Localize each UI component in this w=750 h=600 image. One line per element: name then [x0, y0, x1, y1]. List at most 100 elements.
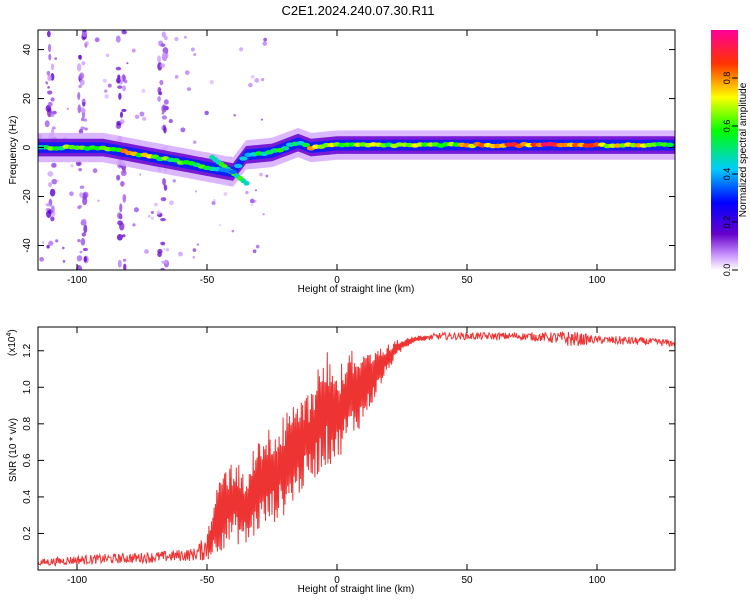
spectrogram-speckle [159, 79, 164, 86]
spectrogram-speckle [163, 248, 166, 251]
spectrogram-speckle [123, 263, 127, 270]
spectrogram-speckle [81, 61, 86, 66]
spectrogram-speckle [192, 255, 196, 259]
spectrogram-speckle [116, 174, 121, 181]
spectrogram-x-tick-label: -50 [200, 275, 215, 286]
spectrogram-speckle [122, 258, 127, 262]
spectrogram-speckle [48, 182, 52, 188]
spectrogram-speckle [46, 70, 51, 76]
colorbar-ticks: 0.0 0.2 0.4 0.6 0.8 [722, 72, 738, 276]
spectrogram-speckle [45, 80, 48, 84]
spectrogram-speckle [147, 214, 151, 218]
snr-y-tick-label: 0.2 [22, 526, 33, 540]
spectrogram-speckle [168, 119, 173, 124]
snr-y-scale-base: (x10 [7, 336, 18, 356]
spectrogram-speckle [50, 112, 55, 118]
spectrogram-x-tick-label: 0 [334, 275, 340, 286]
spectrogram-speckle [209, 79, 214, 85]
spectrogram-speckle [46, 244, 50, 249]
colorbar-gradient [711, 30, 738, 270]
spectrogram-speckle [126, 62, 129, 65]
spectrogram-speckle [245, 190, 249, 195]
spectrogram-speckle [150, 216, 154, 220]
spectrogram-speckle [164, 259, 168, 265]
spectrogram-speckle [122, 195, 127, 199]
spectrogram-speckle [81, 218, 87, 226]
spectrogram-speckle [117, 212, 122, 220]
snr-y-tick-label: 0.6 [22, 453, 33, 467]
spectrogram-plot-area [38, 30, 675, 270]
spectrogram-speckle [104, 94, 110, 99]
spectrogram-speckle [83, 118, 88, 122]
spectrogram-speckle [83, 256, 87, 263]
spectrogram-speckle [174, 36, 179, 42]
snr-y-scale-exponent: 4 [6, 333, 13, 337]
spectrogram-speckle [163, 184, 168, 191]
spectrogram-speckle [260, 78, 265, 82]
spectrogram-x-axis-label: Height of straight line (km) [298, 284, 415, 295]
spectrogram-speckle [79, 79, 85, 86]
spectrogram-speckle [47, 86, 50, 89]
spectrogram-y-axis-label: Frequency (Hz) [8, 116, 19, 185]
spectrogram-speckle [162, 124, 166, 128]
spectrogram-speckle [49, 188, 56, 197]
spectrogram-speckle [80, 238, 86, 246]
spectrogram-speckle [161, 104, 167, 113]
spectrogram-ticks: -100 -50 0 50 100 -40 -20 0 20 40 [22, 30, 675, 286]
spectrogram-speckle [104, 89, 108, 93]
spectrogram-speckle [134, 114, 140, 120]
spectrogram-speckle [163, 99, 169, 105]
spectrogram-speckle [194, 190, 198, 193]
spectrogram-speckle [66, 107, 69, 110]
spectrogram-branch-point [243, 180, 250, 186]
spectrogram-speckle [158, 91, 163, 96]
spectrogram-speckle [156, 210, 161, 215]
spectrogram-speckle [142, 116, 147, 121]
spectrogram-speckle [107, 83, 112, 88]
snr-x-axis-label: Height of straight line (km) [298, 584, 415, 595]
spectrogram-speckle [157, 96, 161, 102]
spectrogram-speckle [150, 211, 154, 215]
spectrogram-speckle [250, 203, 254, 206]
spectrogram-speckle [117, 259, 122, 268]
spectrogram-speckle [161, 52, 167, 61]
spectrogram-speckle [154, 202, 158, 207]
spectrogram-ridge-cell [301, 142, 310, 148]
spectrogram-speckle [94, 37, 100, 43]
spectrogram-speckle [69, 191, 74, 197]
spectrogram-speckle [119, 111, 124, 118]
spectrogram-speckle [184, 35, 187, 39]
spectrogram-speckle [81, 31, 88, 38]
spectrogram-speckle [119, 119, 125, 124]
spectrogram-speckle [47, 90, 53, 95]
spectrogram-speckle [122, 85, 127, 92]
spectrogram-speckle [141, 88, 146, 93]
spectrogram-speckle [85, 41, 89, 45]
spectrogram-speckle [160, 267, 165, 270]
spectrogram-speckle [44, 120, 50, 128]
spectrogram-speckle [97, 199, 100, 202]
snr-y-tick-label: 1.0 [22, 380, 33, 394]
snr-y-scale-factor: (x104) [6, 329, 18, 356]
spectrogram-ridge-cell [234, 163, 243, 169]
spectrogram-frame [37, 29, 676, 271]
spectrogram-speckle [118, 92, 122, 100]
spectrogram-speckle [132, 223, 136, 227]
spectrogram-speckle [184, 70, 190, 75]
snr-plot-area [38, 331, 675, 567]
spectrogram-speckle [160, 63, 166, 68]
spectrogram-speckle [79, 192, 84, 198]
spectrogram-speckle [79, 72, 85, 80]
snr-frame [37, 326, 676, 571]
spectrogram-speckle [115, 77, 121, 84]
spectrogram-speckle [77, 258, 81, 262]
spectrogram-speckle [160, 241, 165, 245]
spectrogram-speckle [115, 66, 122, 71]
spectrogram-speckle [204, 110, 209, 116]
spectrogram-ridge-cell [665, 142, 674, 148]
spectrogram-speckle [122, 234, 126, 238]
spectrogram-speckle [133, 207, 139, 213]
spectrogram-y-tick-label: -20 [22, 189, 33, 204]
spectrogram-speckle [116, 234, 123, 241]
snr-panel: -100 -50 0 50 100 0.2 0.4 0.6 0.8 1.0 1.2 Height o… [6, 326, 676, 595]
